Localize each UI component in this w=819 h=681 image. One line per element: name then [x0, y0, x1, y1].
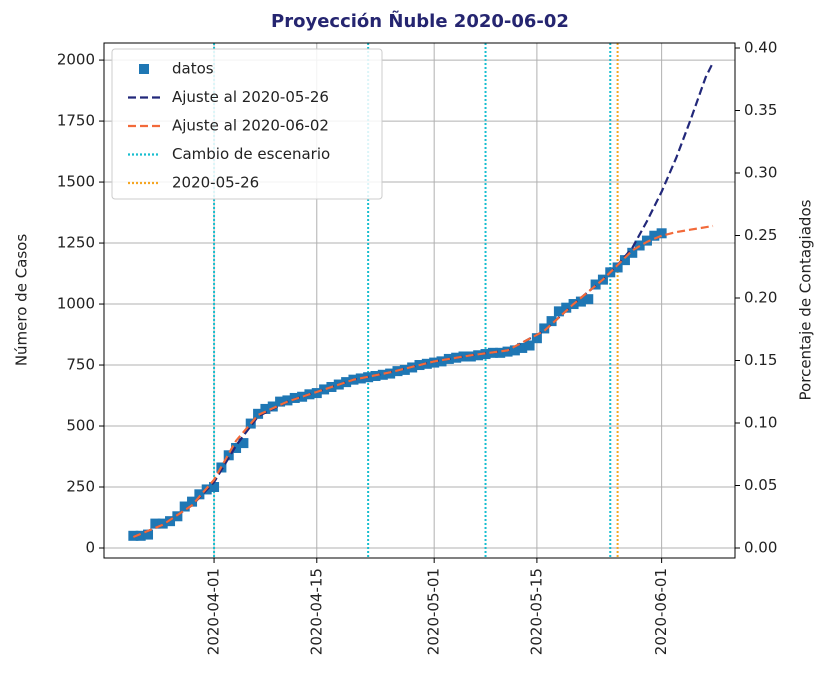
- y-tick-label: 250: [66, 478, 95, 496]
- data-point: [590, 279, 601, 290]
- y2-tick-label: 0.05: [744, 476, 777, 494]
- data-point: [260, 403, 271, 414]
- data-point: [524, 340, 535, 351]
- y2-tick-label: 0.30: [744, 164, 777, 182]
- data-point: [465, 351, 476, 362]
- data-point: [150, 518, 161, 529]
- data-point: [517, 342, 528, 353]
- data-point: [627, 247, 638, 258]
- x-tick-label: 2020-04-01: [205, 568, 223, 655]
- y2-tick-label: 0.10: [744, 414, 777, 432]
- y2-tick-label: 0.15: [744, 351, 777, 369]
- data-point: [319, 384, 330, 395]
- data-point: [612, 262, 623, 273]
- data-point: [436, 356, 447, 367]
- y-tick-label: 1750: [57, 112, 95, 130]
- legend-label: Ajuste al 2020-05-26: [172, 88, 329, 106]
- data-point: [297, 391, 308, 402]
- data-point: [429, 357, 440, 368]
- data-point: [502, 346, 513, 357]
- fit-line: [132, 62, 714, 539]
- y-axis-label: Número de Casos: [13, 234, 31, 367]
- data-point: [341, 377, 352, 388]
- data-point: [289, 392, 300, 403]
- y2-tick-label: 0.35: [744, 101, 777, 119]
- data-point: [377, 369, 388, 380]
- data-point: [231, 442, 242, 453]
- data-point: [253, 408, 264, 419]
- data-point: [143, 529, 154, 540]
- data-point: [619, 255, 630, 266]
- data-point: [194, 489, 205, 500]
- legend-label: Cambio de escenario: [172, 145, 330, 163]
- data-point: [561, 302, 572, 313]
- data-point: [458, 351, 469, 362]
- legend-label: Ajuste al 2020-06-02: [172, 117, 329, 135]
- y-tick-label: 1250: [57, 234, 95, 252]
- x-tick-label: 2020-05-01: [425, 568, 443, 655]
- y-tick-label: 1500: [57, 173, 95, 191]
- y2-tick-label: 0.40: [744, 39, 777, 57]
- x-tick-label: 2020-05-15: [527, 568, 545, 655]
- data-point: [656, 228, 667, 239]
- x-tick-label: 2020-06-01: [652, 568, 670, 655]
- data-point: [179, 501, 190, 512]
- y2-tick-label: 0.20: [744, 289, 777, 307]
- data-point: [399, 364, 410, 375]
- y-tick-label: 0: [85, 538, 95, 556]
- data-point: [157, 518, 168, 529]
- data-point: [575, 296, 586, 307]
- data-point: [649, 230, 660, 241]
- data-point: [275, 396, 286, 407]
- data-point: [209, 482, 220, 493]
- data-point: [135, 530, 146, 541]
- data-point: [531, 333, 542, 344]
- legend-box: [111, 48, 383, 200]
- data-point: [553, 306, 564, 317]
- data-point: [282, 395, 293, 406]
- plot-frame: [103, 42, 736, 559]
- data-point: [311, 388, 322, 399]
- data-point: [583, 294, 594, 305]
- legend: datos Ajuste al 2020-05-26 Ajuste al 2020-…: [111, 48, 383, 200]
- y-tick-label: 750: [66, 356, 95, 374]
- data-point: [509, 345, 520, 356]
- y2-tick-label: 0.00: [744, 539, 777, 557]
- chart-title: Proyección Ñuble 2020-06-02: [271, 9, 569, 32]
- data-point: [267, 401, 278, 412]
- data-point: [641, 235, 652, 246]
- data-point: [223, 450, 234, 461]
- data-point: [187, 496, 198, 507]
- y-tick-label: 2000: [57, 51, 95, 69]
- data-point: [238, 438, 249, 449]
- y-tick-label: 1000: [57, 295, 95, 313]
- data-point: [539, 323, 550, 334]
- y-tick-label: 500: [66, 417, 95, 435]
- y2-axis-label: Porcentaje de Contagiados: [797, 199, 815, 400]
- legend-label: datos: [172, 60, 214, 78]
- data-point: [495, 347, 506, 358]
- data-point: [546, 316, 557, 327]
- y2-tick-label: 0.25: [744, 226, 777, 244]
- data-point: [385, 368, 396, 379]
- fit-line: [132, 224, 714, 539]
- x-tick-label: 2020-04-15: [307, 568, 325, 655]
- legend-label: 2020-05-26: [172, 174, 259, 192]
- legend-swatch: [139, 64, 149, 74]
